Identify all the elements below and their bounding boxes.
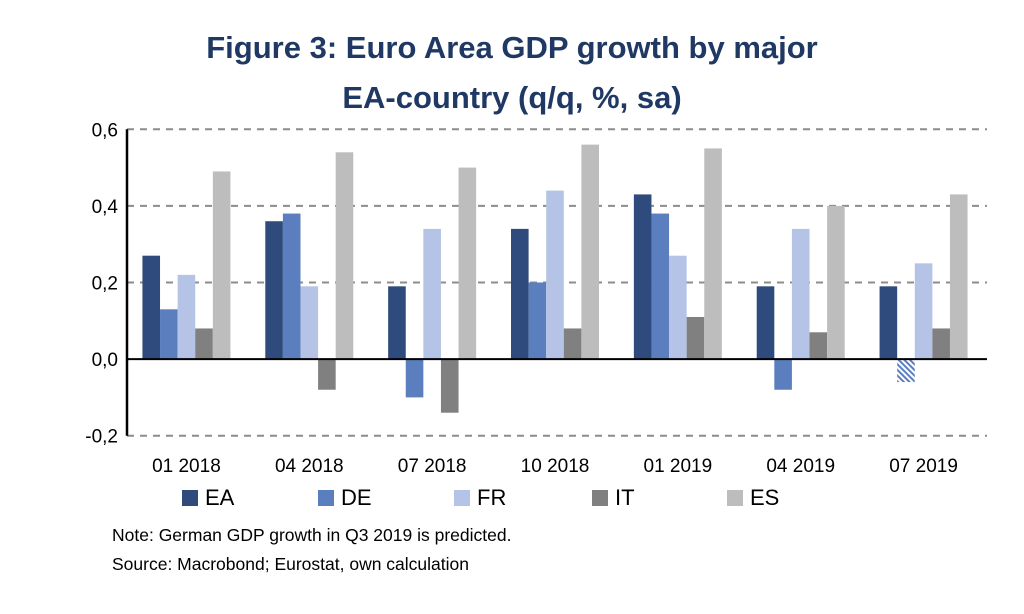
legend-swatch xyxy=(727,490,743,506)
x-tick-label: 01 2018 xyxy=(152,456,221,477)
bar-fr-04-2018 xyxy=(300,286,319,360)
legend-item-it: IT xyxy=(592,484,635,512)
x-tick-label: 04 2018 xyxy=(275,456,344,477)
bar-it-01-2018 xyxy=(195,328,213,360)
legend-item-de: DE xyxy=(318,484,372,512)
legend-item-fr: FR xyxy=(454,484,506,512)
bar-ea-04-2019 xyxy=(756,286,775,360)
bar-de-01-2019 xyxy=(651,213,670,360)
y-tick-label: 0,4 xyxy=(92,197,119,218)
bar-es-10-2018 xyxy=(581,144,599,360)
bar-it-07-2019 xyxy=(932,328,950,360)
legend-label: FR xyxy=(477,485,507,510)
bar-es-07-2018 xyxy=(458,167,477,360)
legend-label: EA xyxy=(205,485,235,510)
bar-es-01-2018 xyxy=(212,171,231,360)
x-tick-label: 01 2019 xyxy=(644,456,713,477)
x-tick-label: 04 2019 xyxy=(766,456,835,477)
bar-es-01-2019 xyxy=(704,148,722,360)
bar-it-10-2018 xyxy=(563,328,582,360)
bar-de-01-2018 xyxy=(160,309,178,360)
legend-swatch xyxy=(182,490,198,506)
bar-de-04-2018 xyxy=(282,213,301,360)
legend-item-ea: EA xyxy=(182,484,234,512)
x-tick-label: 10 2018 xyxy=(521,456,590,477)
legend-label: ES xyxy=(750,485,780,510)
legend-swatch xyxy=(592,490,608,506)
bar-ea-07-2018 xyxy=(388,286,406,360)
bar-ea-07-2019 xyxy=(879,286,898,360)
chart-title-line-2: EA-country (q/q, %, sa) xyxy=(342,80,682,115)
bar-it-07-2018 xyxy=(440,359,459,413)
y-tick-label: 0,6 xyxy=(92,120,118,141)
x-tick-label: 07 2018 xyxy=(398,456,467,477)
bar-fr-01-2019 xyxy=(669,255,687,360)
chart-source: Source: Macrobond; Eurostat, own calcula… xyxy=(112,554,469,574)
bar-it-01-2019 xyxy=(686,316,705,360)
bar-it-04-2019 xyxy=(809,332,828,360)
bar-fr-01-2018 xyxy=(177,274,196,360)
chart-note: Note: German GDP growth in Q3 2019 is pr… xyxy=(112,525,512,545)
bar-de-10-2018 xyxy=(528,282,547,360)
y-tick-label: 0,0 xyxy=(92,350,118,371)
y-tick-label: 0,2 xyxy=(92,274,118,295)
bar-de-07-2018 xyxy=(405,359,424,398)
bar-fr-07-2019 xyxy=(914,263,933,360)
bar-es-04-2019 xyxy=(827,205,845,360)
bar-fr-07-2018 xyxy=(423,228,441,360)
bar-ea-10-2018 xyxy=(511,228,529,360)
bar-ea-01-2019 xyxy=(633,194,652,360)
bar-es-04-2018 xyxy=(335,152,354,360)
legend-label: DE xyxy=(341,485,372,510)
bar-de-07-2019 xyxy=(897,359,915,383)
legend-swatch xyxy=(318,490,334,506)
bar-ea-04-2018 xyxy=(265,221,283,360)
chart-title-line-1: Figure 3: Euro Area GDP growth by major xyxy=(206,30,818,65)
bar-fr-04-2019 xyxy=(791,228,810,360)
y-tick-label: -0,2 xyxy=(85,427,118,448)
x-tick-label: 07 2019 xyxy=(889,456,958,477)
bar-es-07-2019 xyxy=(949,194,968,360)
legend-label: IT xyxy=(615,485,635,510)
legend-swatch xyxy=(454,490,470,506)
bar-de-04-2019 xyxy=(774,359,792,390)
bar-ea-01-2018 xyxy=(142,255,161,360)
legend-item-es: ES xyxy=(727,484,779,512)
bar-it-04-2018 xyxy=(318,359,336,390)
bar-fr-10-2018 xyxy=(546,190,564,360)
